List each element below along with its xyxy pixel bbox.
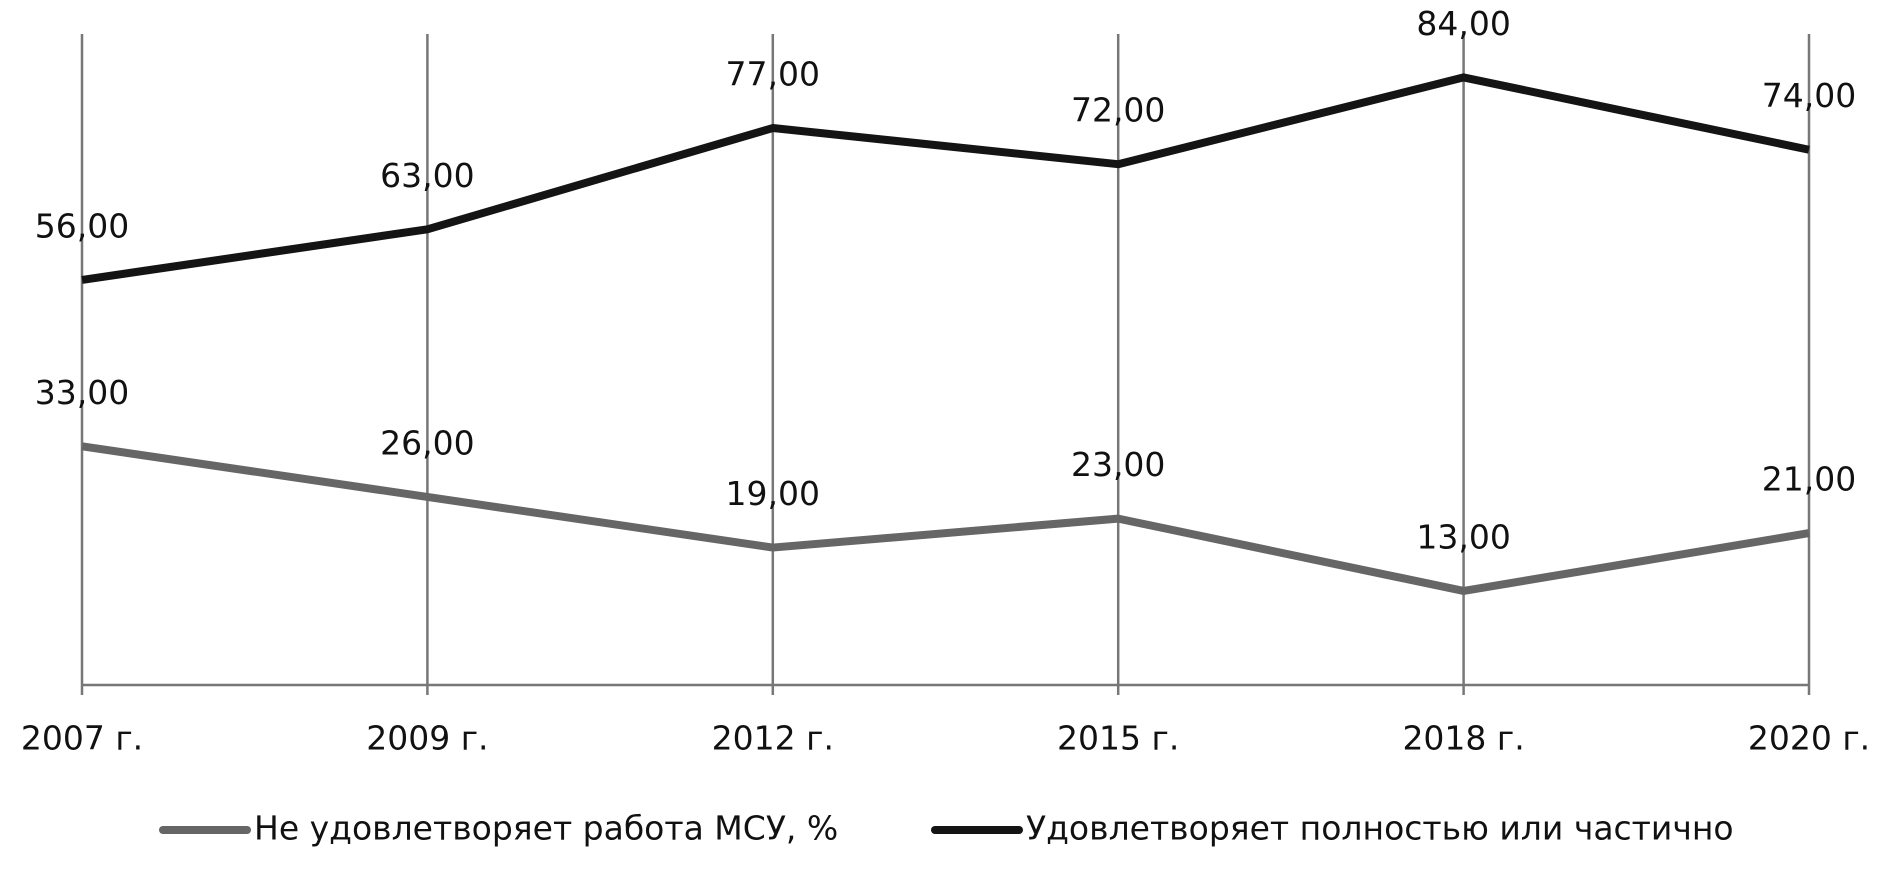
x-tick-label: 2009 г. (366, 719, 488, 758)
x-tick-label: 2020 г. (1748, 719, 1870, 758)
x-tick-label: 2012 г. (712, 719, 834, 758)
data-label: 21,00 (1762, 460, 1856, 499)
x-tick-label: 2007 г. (21, 719, 143, 758)
legend-label: Не удовлетворяет работа МСУ, % (254, 809, 838, 848)
data-label: 74,00 (1762, 76, 1856, 115)
data-label: 63,00 (380, 156, 474, 195)
series-line (81, 442, 1810, 595)
data-label: 26,00 (380, 423, 474, 462)
data-label: 13,00 (1416, 517, 1510, 556)
x-tick-label: 2018 г. (1402, 719, 1524, 758)
data-label: 19,00 (726, 474, 820, 513)
x-tick-label: 2015 г. (1057, 719, 1179, 758)
data-label: 72,00 (1071, 91, 1165, 130)
series-line (81, 73, 1810, 284)
legend-label: Удовлетворяет полностью или частично (1026, 809, 1734, 848)
data-label: 23,00 (1071, 445, 1165, 484)
data-label: 84,00 (1416, 4, 1510, 43)
data-label: 56,00 (35, 206, 129, 245)
data-label: 33,00 (35, 373, 129, 412)
data-label: 77,00 (726, 55, 820, 94)
